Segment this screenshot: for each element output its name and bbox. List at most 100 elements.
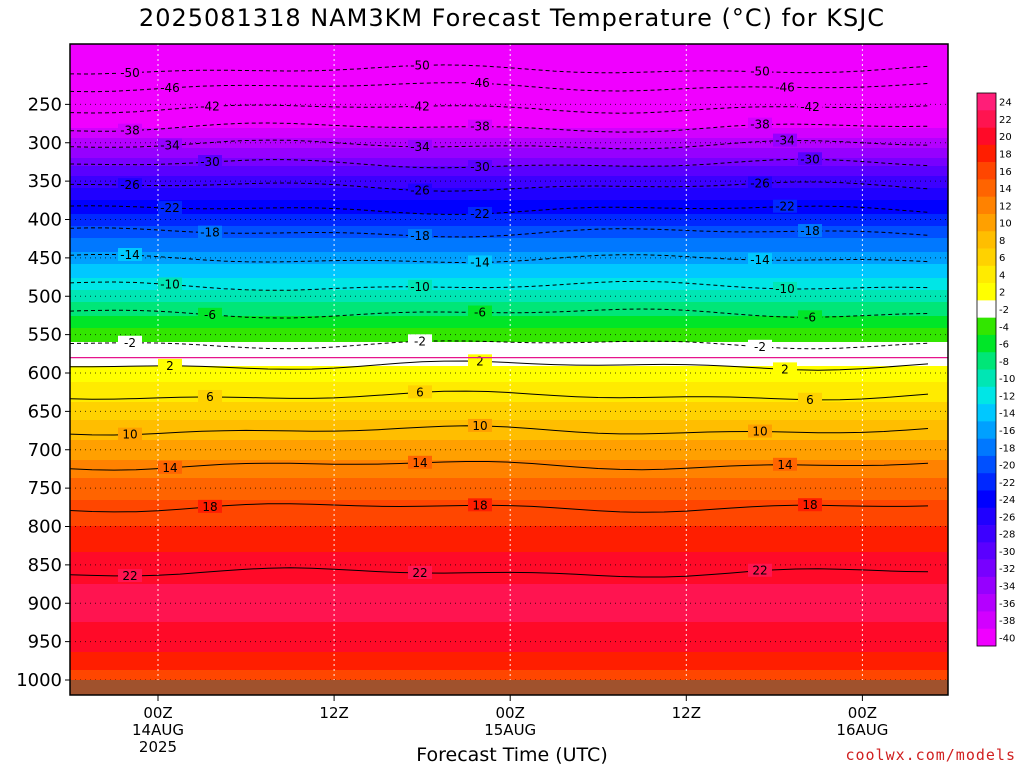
contour-label-bg (198, 389, 222, 403)
contour-label-bg (408, 334, 432, 348)
temperature-band (70, 354, 948, 357)
colorbar-label: 12 (999, 201, 1012, 212)
temperature-band (70, 598, 948, 601)
temperature-band (70, 336, 948, 339)
colorbar-label: -10 (999, 374, 1015, 385)
contour-label-bg (118, 123, 142, 137)
contour-label-bg (198, 99, 222, 113)
contour-label-bg (408, 139, 432, 153)
temperature-band (70, 226, 948, 229)
temperature-band (70, 454, 948, 457)
temperature-band (70, 194, 948, 197)
temperature-band (70, 572, 948, 575)
temperature-band (70, 376, 948, 379)
x-tick-label: 00Z (848, 704, 877, 722)
contour-label: -30 (800, 152, 820, 166)
contour-label-bg (773, 457, 797, 471)
contour-line (69, 254, 929, 264)
contour-label-bg (408, 99, 432, 113)
temperature-band (70, 492, 948, 495)
temperature-band (70, 284, 948, 287)
temperature-band (70, 56, 948, 59)
temperature-band (70, 384, 948, 387)
contour-label: -38 (120, 124, 140, 138)
colorbar-label: -16 (999, 426, 1015, 437)
colorbar-swatch (977, 490, 996, 509)
temperature-band (70, 190, 948, 193)
temperature-band (70, 188, 948, 191)
contour-label-bg (408, 566, 432, 580)
contour-label-bg (118, 427, 142, 441)
temperature-band (70, 602, 948, 605)
colorbar-swatch (977, 369, 996, 388)
temperature-band (70, 548, 948, 551)
y-tick-label: 700 (28, 440, 62, 461)
contour-label: -6 (474, 306, 486, 320)
temperature-band (70, 406, 948, 409)
y-tick-label: 900 (28, 593, 62, 614)
contour-label: 18 (802, 498, 817, 512)
temperature-band (70, 138, 948, 141)
temperature-band (70, 146, 948, 149)
colorbar-label: 4 (999, 270, 1005, 281)
temperature-band (70, 350, 948, 353)
temperature-band (70, 246, 948, 249)
colorbar-swatch (977, 110, 996, 128)
contour-label-bg (198, 499, 222, 513)
temperature-band (70, 314, 948, 317)
temperature-band (70, 344, 948, 347)
colorbar: 24 22 20 18 16 14 12 10 8 6 4 2 -2 -4 -6 -8 -10 -12 -14 -16… (976, 92, 1015, 647)
temperature-band (70, 250, 948, 253)
temperature-band (70, 52, 948, 55)
temperature-band (70, 148, 948, 151)
temperature-band (70, 668, 948, 671)
temperature-band (70, 654, 948, 657)
temperature-band (70, 486, 948, 489)
temperature-band (70, 656, 948, 659)
temperature-band (70, 516, 948, 519)
contour-label: -14 (120, 248, 140, 262)
contour-label-bg (773, 133, 797, 147)
contour-line (69, 425, 929, 436)
temperature-band (70, 326, 948, 329)
contour-label: -50 (750, 65, 770, 79)
colorbar-label: -40 (999, 633, 1015, 644)
contour-label: -46 (470, 76, 490, 90)
contour-label: 22 (412, 566, 427, 580)
contour-label-bg (773, 199, 797, 213)
temperature-band (70, 604, 948, 607)
colorbar-swatch (977, 144, 996, 163)
temperature-band (70, 366, 948, 369)
temperature-band (70, 298, 948, 301)
x-tick-label: 12Z (319, 704, 348, 722)
temperature-band (70, 478, 948, 481)
temperature-band (70, 458, 948, 461)
colorbar-swatch (977, 334, 996, 353)
temperature-band (70, 174, 948, 177)
contour-label: -22 (470, 207, 490, 221)
y-tick-label: 800 (28, 517, 62, 538)
contour-label: -2 (124, 336, 136, 350)
temperature-band (70, 170, 948, 173)
contour-label: -38 (750, 118, 770, 132)
colorbar-swatch (977, 265, 996, 284)
temperature-band (70, 202, 948, 205)
colorbar-label: -24 (999, 495, 1015, 506)
y-axis: 250 300 350 400 450 500 550 600 650 700 750 800 850 9… (16, 94, 70, 691)
contour-label: -46 (160, 81, 180, 95)
temperature-band (70, 658, 948, 661)
temperature-band (70, 128, 948, 131)
temperature-band (70, 92, 948, 95)
temperature-band (70, 282, 948, 285)
colorbar-label: -8 (999, 357, 1009, 368)
temperature-band (70, 206, 948, 209)
contour-label: -26 (750, 176, 770, 190)
temperature-band (70, 100, 948, 103)
y-tick-label: 600 (28, 363, 62, 384)
temperature-band (70, 144, 948, 147)
contour-label-bg (158, 80, 182, 94)
temperature-band (70, 304, 948, 307)
contour-label: -26 (120, 178, 140, 192)
temperature-band (70, 646, 948, 649)
contour-label: 22 (752, 564, 767, 578)
